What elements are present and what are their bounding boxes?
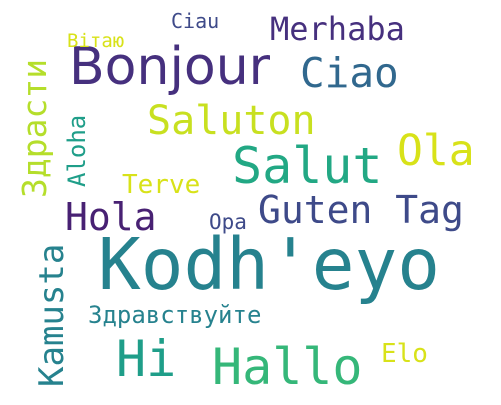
word-hola: Hola xyxy=(65,195,157,239)
word-aloha: Aloha xyxy=(63,114,91,187)
word-zdravstvuyte: Здравствуйте xyxy=(88,301,262,329)
word-zdrasti: Здрасти xyxy=(15,58,54,198)
word-ciau: Ciau xyxy=(171,9,220,33)
word-bonjour: Bonjour xyxy=(69,37,271,97)
word-vitayu: Вітаю xyxy=(67,30,125,52)
word-guten-tag: Guten Tag xyxy=(258,188,464,232)
word-ciao: Ciao xyxy=(300,49,399,97)
word-kodh-eyo: Kodh'eyo xyxy=(98,223,440,306)
word-ola: Ola xyxy=(397,126,475,176)
word-kamusta: Kamusta xyxy=(32,243,72,387)
word-salut: Salut xyxy=(232,137,383,195)
word-elo: Elo xyxy=(381,339,428,369)
word-opa: Opa xyxy=(209,210,247,234)
word-saluton: Saluton xyxy=(147,98,316,144)
word-hi: Hi xyxy=(116,330,177,388)
word-terve: Terve xyxy=(122,170,201,200)
word-merhaba: Merhaba xyxy=(270,10,405,48)
word-hallo: Hallo xyxy=(212,338,363,396)
